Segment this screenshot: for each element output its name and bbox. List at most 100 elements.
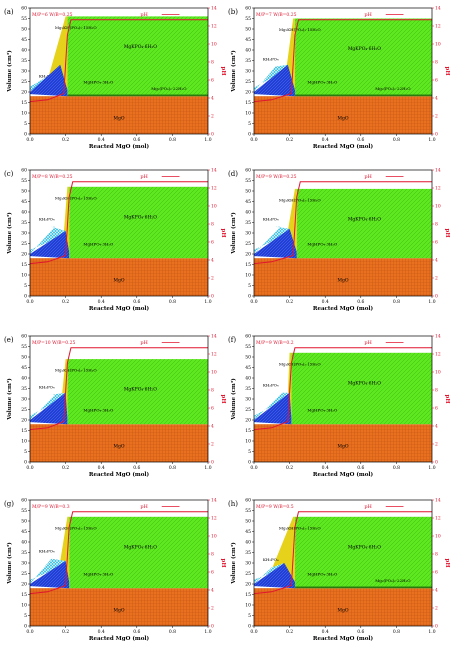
y-tick-label: 50 xyxy=(21,519,27,525)
label-kh2po4: KH₂PO₄ xyxy=(39,385,55,390)
y-tick-label: 5 xyxy=(24,613,27,619)
panel-c: MgO MgKPO₄·6H₂O KH₂PO₄ MgHPO₄·3H₂O Mg₂KH(PO₄… xyxy=(4,168,226,313)
y-tick-label: 50 xyxy=(245,189,251,195)
label-mghpo4: MgHPO₄·3H₂O xyxy=(307,572,338,577)
panel-d: MgO MgKPO₄·6H₂O KH₂PO₄ MgHPO₄·3H₂O Mg₂KH(PO₄… xyxy=(228,168,450,313)
panel-label: (g) xyxy=(4,500,14,508)
x-tick-label: 0.2 xyxy=(286,299,293,305)
panel-ratio: M/P=10 W/B=0.25 xyxy=(32,340,75,346)
y2-tick-label: 2 xyxy=(211,442,214,448)
label-mgkhpo4: Mg₂KH(PO₄)₂·15H₂O xyxy=(55,525,97,530)
ph-legend-label: pH xyxy=(364,504,372,510)
y-tick-label: 15 xyxy=(245,262,251,268)
y-tick-label: 15 xyxy=(245,428,251,434)
y-tick-label: 45 xyxy=(245,529,251,535)
label-kh2po4: KH₂PO₄ xyxy=(263,382,279,387)
panel-e: MgO MgKPO₄·6H₂O KH₂PO₄ MgHPO₄·3H₂O Mg₂KH(PO₄… xyxy=(4,334,226,479)
y-tick-label: 40 xyxy=(21,540,27,546)
y-tick-label: 60 xyxy=(21,168,27,174)
y-axis-label: Volume (cm³) xyxy=(230,542,237,585)
y-tick-label: 35 xyxy=(21,386,27,392)
y-tick-label: 0 xyxy=(248,294,251,300)
y-tick-label: 40 xyxy=(245,540,251,546)
y2-tick-label: 10 xyxy=(435,204,441,210)
x-tick-label: 0.8 xyxy=(169,137,176,143)
panel-label: (e) xyxy=(4,336,14,344)
label-mkp: MgKPO₄·6H₂O xyxy=(124,544,157,550)
y-tick-label: 35 xyxy=(21,550,27,556)
area-mghpo4 xyxy=(254,64,295,97)
x-tick-label: 0.8 xyxy=(393,465,400,471)
x-tick-label: 0.0 xyxy=(250,299,257,305)
y-tick-label: 45 xyxy=(245,199,251,205)
label-mgo: MgO xyxy=(113,115,124,121)
y2-axis-label: pH xyxy=(220,558,226,567)
area-mgo xyxy=(30,588,208,626)
x-tick-label: 0.8 xyxy=(169,465,176,471)
y2-tick-label: 12 xyxy=(435,352,441,358)
y2-tick-label: 2 xyxy=(435,442,438,448)
y-tick-label: 20 xyxy=(21,252,27,258)
y2-tick-label: 14 xyxy=(435,6,441,12)
y-tick-label: 45 xyxy=(21,529,27,535)
y2-tick-label: 12 xyxy=(211,352,217,358)
area-kh2po4 xyxy=(30,226,66,254)
y-tick-label: 60 xyxy=(245,334,251,340)
x-axis-label: Reacted MgO (mol) xyxy=(89,143,150,150)
y-tick-label: 30 xyxy=(245,69,251,75)
y2-tick-label: 2 xyxy=(435,606,438,612)
y-tick-label: 25 xyxy=(245,241,251,247)
y-tick-label: 10 xyxy=(21,603,27,609)
area-mg3po4 xyxy=(294,94,432,97)
y2-tick-label: 12 xyxy=(435,186,441,192)
y2-tick-label: 6 xyxy=(435,406,438,412)
y-tick-label: 40 xyxy=(21,48,27,54)
y-tick-label: 0 xyxy=(248,132,251,138)
y-tick-label: 50 xyxy=(21,355,27,361)
area-mgo xyxy=(254,588,432,626)
x-tick-label: 0.8 xyxy=(169,629,176,635)
label-kh2po4: KH₂PO₄ xyxy=(39,216,55,221)
panel-label: (b) xyxy=(228,8,238,16)
label-mgkhpo4: Mg₂KH(PO₄)₂·15H₂O xyxy=(279,27,321,32)
x-tick-label: 0.4 xyxy=(322,137,329,143)
y2-tick-label: 4 xyxy=(211,96,214,102)
y2-tick-label: 10 xyxy=(435,370,441,376)
label-mkp: MgKPO₄·6H₂O xyxy=(348,380,381,386)
y2-tick-label: 0 xyxy=(435,624,438,630)
x-tick-label: 0.2 xyxy=(286,465,293,471)
y2-axis-label: pH xyxy=(444,228,450,237)
y2-tick-label: 8 xyxy=(435,552,438,558)
x-tick-label: 0.0 xyxy=(26,299,33,305)
ph-legend-label: pH xyxy=(140,340,148,346)
y2-tick-label: 0 xyxy=(435,132,438,138)
area-mghpo4 xyxy=(254,563,295,589)
y-tick-label: 15 xyxy=(245,592,251,598)
y-tick-label: 0 xyxy=(248,624,251,630)
y-axis-label: Volume (cm³) xyxy=(6,212,13,255)
area-mkp xyxy=(291,352,432,425)
ph-legend-label: pH xyxy=(140,12,148,18)
y-tick-label: 5 xyxy=(248,283,251,289)
area-mgo xyxy=(254,258,432,296)
y2-tick-label: 0 xyxy=(211,624,214,630)
x-axis-label: Reacted MgO (mol) xyxy=(313,305,374,312)
y-tick-label: 40 xyxy=(21,376,27,382)
area-mkp xyxy=(69,186,208,259)
x-tick-label: 0.4 xyxy=(98,465,105,471)
label-mgkhpo4: Mg₂KH(PO₄)₂·15H₂O xyxy=(55,195,97,200)
label-mg3po4: Mg₃(PO₄)₂·22H₂O xyxy=(375,86,411,91)
y-tick-label: 60 xyxy=(21,498,27,504)
y-tick-label: 5 xyxy=(248,121,251,127)
ph-legend-label: pH xyxy=(364,340,372,346)
y-axis-label: Volume (cm³) xyxy=(230,212,237,255)
y-tick-label: 50 xyxy=(21,27,27,33)
ph-line xyxy=(253,347,432,431)
y2-tick-label: 10 xyxy=(211,42,217,48)
x-tick-label: 0.6 xyxy=(357,629,364,635)
x-tick-label: 0.8 xyxy=(393,299,400,305)
y2-tick-label: 14 xyxy=(211,498,217,504)
y-tick-label: 10 xyxy=(21,273,27,279)
y-tick-label: 40 xyxy=(245,48,251,54)
